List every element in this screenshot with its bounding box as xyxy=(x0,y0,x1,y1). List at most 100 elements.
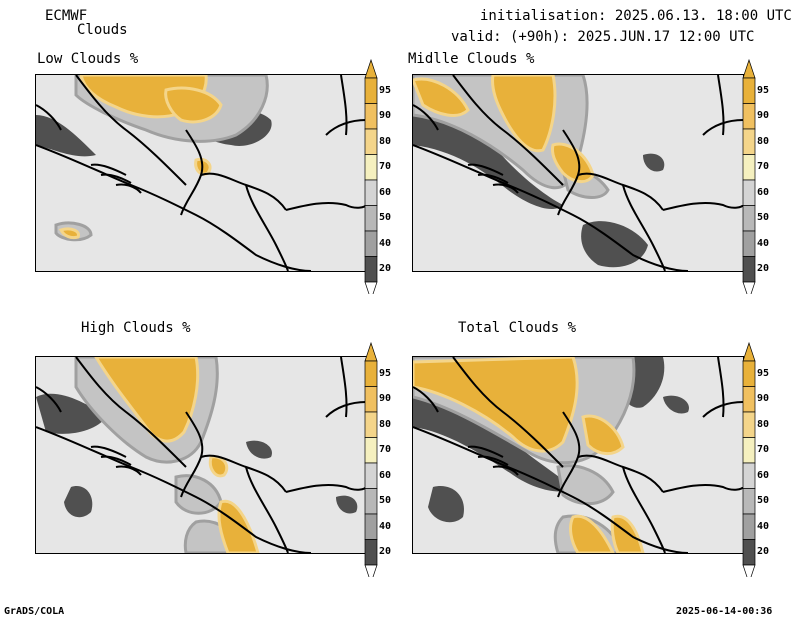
colorbar-segment xyxy=(742,411,756,438)
colorbar-tick-label: 95 xyxy=(757,367,770,379)
cloud-high-cover-region xyxy=(94,357,200,443)
border-line xyxy=(477,455,509,466)
cloud-high-cover-region xyxy=(413,357,579,453)
map-panel-high-clouds xyxy=(35,356,367,554)
colorbar-segment xyxy=(364,154,378,181)
country-borders xyxy=(36,357,366,553)
cloud-dark-region xyxy=(36,393,106,434)
colorbar-tick-label: 50 xyxy=(379,495,392,507)
border-line xyxy=(702,119,743,136)
colorbar-tick-label: 95 xyxy=(757,84,770,96)
map-total-clouds xyxy=(413,357,743,553)
cloud-gray-region xyxy=(556,464,615,506)
colorbar-top-arrow xyxy=(742,341,756,362)
colorbar-segment xyxy=(364,386,378,413)
colorbar-segment xyxy=(742,128,756,155)
border-line xyxy=(36,386,62,413)
valid-time: valid: (+90h): 2025.JUN.17 12:00 UTC xyxy=(451,29,755,45)
cloud-high-cover-region xyxy=(610,514,645,553)
colorbar-tick-label: 70 xyxy=(379,444,392,456)
colorbar-segment xyxy=(364,411,378,438)
map-panel-low-clouds xyxy=(35,74,367,272)
cloud-field-layer xyxy=(413,75,665,268)
product-label: Clouds xyxy=(77,22,128,38)
border-line xyxy=(75,357,187,468)
border-line xyxy=(100,455,132,466)
colorbar-tick-label: 95 xyxy=(379,367,392,379)
colorbar-tick-label: 80 xyxy=(379,418,392,430)
border-line xyxy=(662,483,743,493)
border-line xyxy=(245,184,289,271)
colorbar-segment xyxy=(742,154,756,181)
cloud-dark-region xyxy=(428,486,464,523)
cloud-dark-region xyxy=(413,396,573,492)
colorbar-tick-label: 40 xyxy=(379,237,392,249)
cloud-field-layer xyxy=(36,357,358,553)
colorbar-segment xyxy=(742,205,756,232)
colorbar-top-arrow xyxy=(742,58,756,79)
colorbar-2: 95 90 80 70 60 50 40 20 xyxy=(740,58,780,294)
colorbar-segment xyxy=(364,513,378,540)
colorbar-segment xyxy=(364,360,378,387)
border-line xyxy=(325,119,366,136)
cloud-field-layer xyxy=(36,75,272,242)
cloud-high-cover-region xyxy=(164,86,223,124)
border-line xyxy=(452,75,564,186)
colorbar-segment xyxy=(742,256,756,283)
cloud-dark-region xyxy=(336,495,358,514)
init-time: initialisation: 2025.06.13. 18:00 UTC xyxy=(480,8,792,24)
cloud-dark-region xyxy=(581,221,648,268)
cloud-high-cover-region xyxy=(551,142,595,183)
border-line xyxy=(492,183,519,194)
country-borders xyxy=(413,75,743,271)
border-line xyxy=(413,426,689,553)
colorbar-segment xyxy=(742,103,756,130)
colorbar-tick-label: 60 xyxy=(379,186,392,198)
cloud-high-cover-region xyxy=(58,227,80,240)
cloud-dark-region xyxy=(643,153,665,172)
colorbar-bottom-arrow xyxy=(742,281,756,294)
colorbar-top-arrow xyxy=(364,58,378,79)
cloud-high-cover-region xyxy=(569,514,615,553)
border-line xyxy=(90,163,127,176)
border-line xyxy=(622,466,666,553)
footer-credit: GrADS/COLA xyxy=(4,606,65,617)
country-borders xyxy=(36,75,366,271)
colorbar-tick-label: 70 xyxy=(757,444,770,456)
border-line xyxy=(90,445,127,458)
cloud-dark-region xyxy=(246,440,272,459)
colorbar-svg xyxy=(742,341,756,577)
colorbar-1: 95 90 80 70 60 50 40 20 xyxy=(362,58,402,294)
border-line xyxy=(413,386,439,413)
colorbar-segment xyxy=(742,77,756,104)
panel-title-middle-clouds: Midlle Clouds % xyxy=(408,51,535,67)
country-borders xyxy=(413,357,743,553)
colorbar-tick-label: 90 xyxy=(757,110,770,122)
colorbar-segment xyxy=(742,386,756,413)
border-line xyxy=(340,75,348,136)
colorbar-segment xyxy=(364,179,378,206)
cloud-dark-region xyxy=(36,115,96,157)
border-line xyxy=(717,75,725,136)
border-line xyxy=(340,357,348,418)
cloud-dark-region xyxy=(663,395,689,414)
colorbar-tick-label: 60 xyxy=(379,469,392,481)
colorbar-segment xyxy=(364,128,378,155)
cloud-high-cover-region xyxy=(208,455,229,478)
cloud-dark-region xyxy=(64,486,93,518)
colorbar-bottom-arrow xyxy=(364,281,378,294)
colorbar-tick-label: 90 xyxy=(379,393,392,405)
colorbar-tick-label: 20 xyxy=(379,263,392,275)
colorbar-tick-label: 20 xyxy=(379,546,392,558)
colorbar-tick-label: 50 xyxy=(379,212,392,224)
colorbar-tick-label: 90 xyxy=(757,393,770,405)
panel-title-total-clouds: Total Clouds % xyxy=(458,320,577,336)
colorbar-tick-label: 90 xyxy=(379,110,392,122)
panel-title-high-clouds: High Clouds % xyxy=(81,320,191,336)
border-line xyxy=(467,163,504,176)
cloud-high-cover-region xyxy=(413,77,470,117)
colorbar-tick-label: 60 xyxy=(757,469,770,481)
colorbar-top-arrow xyxy=(364,341,378,362)
colorbar-tick-label: 80 xyxy=(379,135,392,147)
colorbar-tick-label: 40 xyxy=(757,520,770,532)
